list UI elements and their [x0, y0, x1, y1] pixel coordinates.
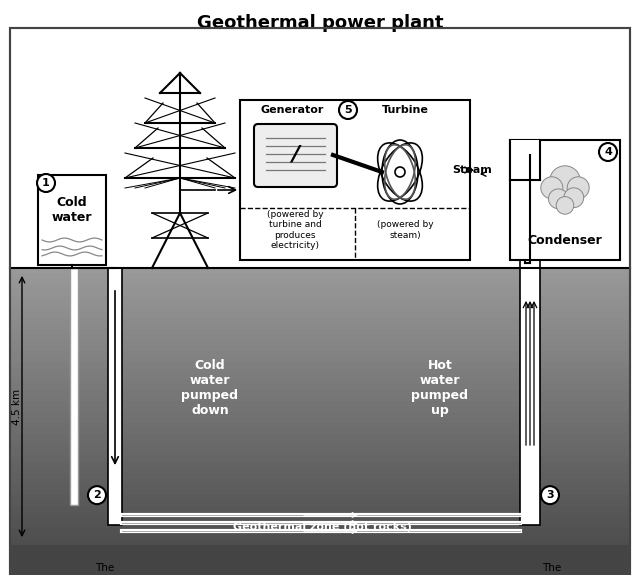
- Bar: [10, 268, 630, 274]
- Bar: [10, 417, 630, 424]
- Text: (powered by
turbine and
produces
electricity): (powered by turbine and produces electri…: [267, 210, 323, 250]
- Bar: [10, 518, 630, 523]
- Bar: [10, 534, 630, 540]
- Bar: [10, 539, 630, 546]
- Bar: [108, 268, 122, 525]
- Circle shape: [395, 167, 405, 177]
- Bar: [10, 351, 630, 357]
- Bar: [10, 423, 630, 429]
- Bar: [10, 451, 630, 457]
- Bar: [10, 390, 630, 396]
- Bar: [10, 528, 630, 534]
- Bar: [10, 495, 630, 501]
- Circle shape: [548, 189, 568, 209]
- Bar: [240, 100, 470, 260]
- Circle shape: [339, 101, 357, 119]
- Bar: [10, 478, 630, 485]
- Bar: [10, 368, 630, 374]
- Bar: [10, 340, 630, 346]
- Bar: [70, 268, 78, 505]
- Bar: [10, 329, 630, 335]
- Circle shape: [567, 177, 589, 199]
- Bar: [10, 362, 630, 368]
- Bar: [10, 440, 630, 446]
- Bar: [10, 434, 630, 440]
- Bar: [10, 412, 630, 418]
- Circle shape: [88, 486, 106, 504]
- Bar: [10, 484, 630, 490]
- Bar: [10, 407, 630, 412]
- Bar: [10, 445, 630, 451]
- Bar: [10, 296, 630, 302]
- Text: 4.5 km: 4.5 km: [12, 389, 22, 424]
- Bar: [10, 346, 630, 351]
- Text: Turbine: Turbine: [381, 105, 428, 115]
- Text: Geothermal power plant: Geothermal power plant: [196, 14, 444, 32]
- Bar: [10, 473, 630, 479]
- Bar: [10, 489, 630, 496]
- Text: The
injection
well: The injection well: [83, 563, 127, 575]
- Bar: [10, 523, 630, 529]
- Circle shape: [541, 486, 559, 504]
- Circle shape: [556, 197, 574, 214]
- Bar: [10, 501, 630, 507]
- Text: Cold
water: Cold water: [52, 196, 92, 224]
- Bar: [10, 301, 630, 307]
- Text: Hot
water
pumped
up: Hot water pumped up: [412, 359, 468, 417]
- Bar: [510, 140, 540, 180]
- Bar: [10, 457, 630, 462]
- Bar: [10, 545, 630, 575]
- Bar: [10, 396, 630, 401]
- Circle shape: [37, 174, 55, 192]
- Bar: [10, 274, 630, 279]
- Bar: [38, 175, 106, 265]
- Bar: [10, 290, 630, 296]
- Text: 1: 1: [42, 178, 50, 188]
- Text: Cold
water
pumped
down: Cold water pumped down: [182, 359, 239, 417]
- Text: Condenser: Condenser: [527, 233, 602, 247]
- Circle shape: [550, 166, 580, 197]
- Text: The
production
well: The production well: [524, 563, 580, 575]
- Text: 5: 5: [344, 105, 352, 115]
- Bar: [10, 356, 630, 363]
- Bar: [10, 373, 630, 380]
- Circle shape: [564, 188, 584, 208]
- Bar: [10, 512, 630, 518]
- Bar: [10, 307, 630, 313]
- Bar: [10, 312, 630, 319]
- Bar: [10, 279, 630, 285]
- Bar: [10, 467, 630, 473]
- Bar: [520, 155, 540, 525]
- Bar: [10, 379, 630, 385]
- Bar: [10, 323, 630, 329]
- Text: 4: 4: [604, 147, 612, 157]
- Bar: [10, 335, 630, 340]
- Text: /: /: [291, 145, 299, 165]
- Bar: [10, 401, 630, 407]
- Circle shape: [599, 143, 617, 161]
- Text: 2: 2: [93, 490, 101, 500]
- Text: (powered by
steam): (powered by steam): [377, 220, 433, 240]
- Text: 3: 3: [546, 490, 554, 500]
- Bar: [10, 428, 630, 435]
- Bar: [10, 384, 630, 390]
- Bar: [10, 506, 630, 512]
- Bar: [10, 318, 630, 324]
- Text: Generator: Generator: [260, 105, 324, 115]
- Bar: [10, 285, 630, 290]
- Text: Steam: Steam: [452, 165, 492, 175]
- Bar: [10, 28, 630, 268]
- Bar: [510, 140, 620, 260]
- Text: Geothermal zone (hot rocks): Geothermal zone (hot rocks): [233, 522, 412, 532]
- Bar: [10, 462, 630, 468]
- FancyBboxPatch shape: [254, 124, 337, 187]
- Circle shape: [541, 177, 563, 199]
